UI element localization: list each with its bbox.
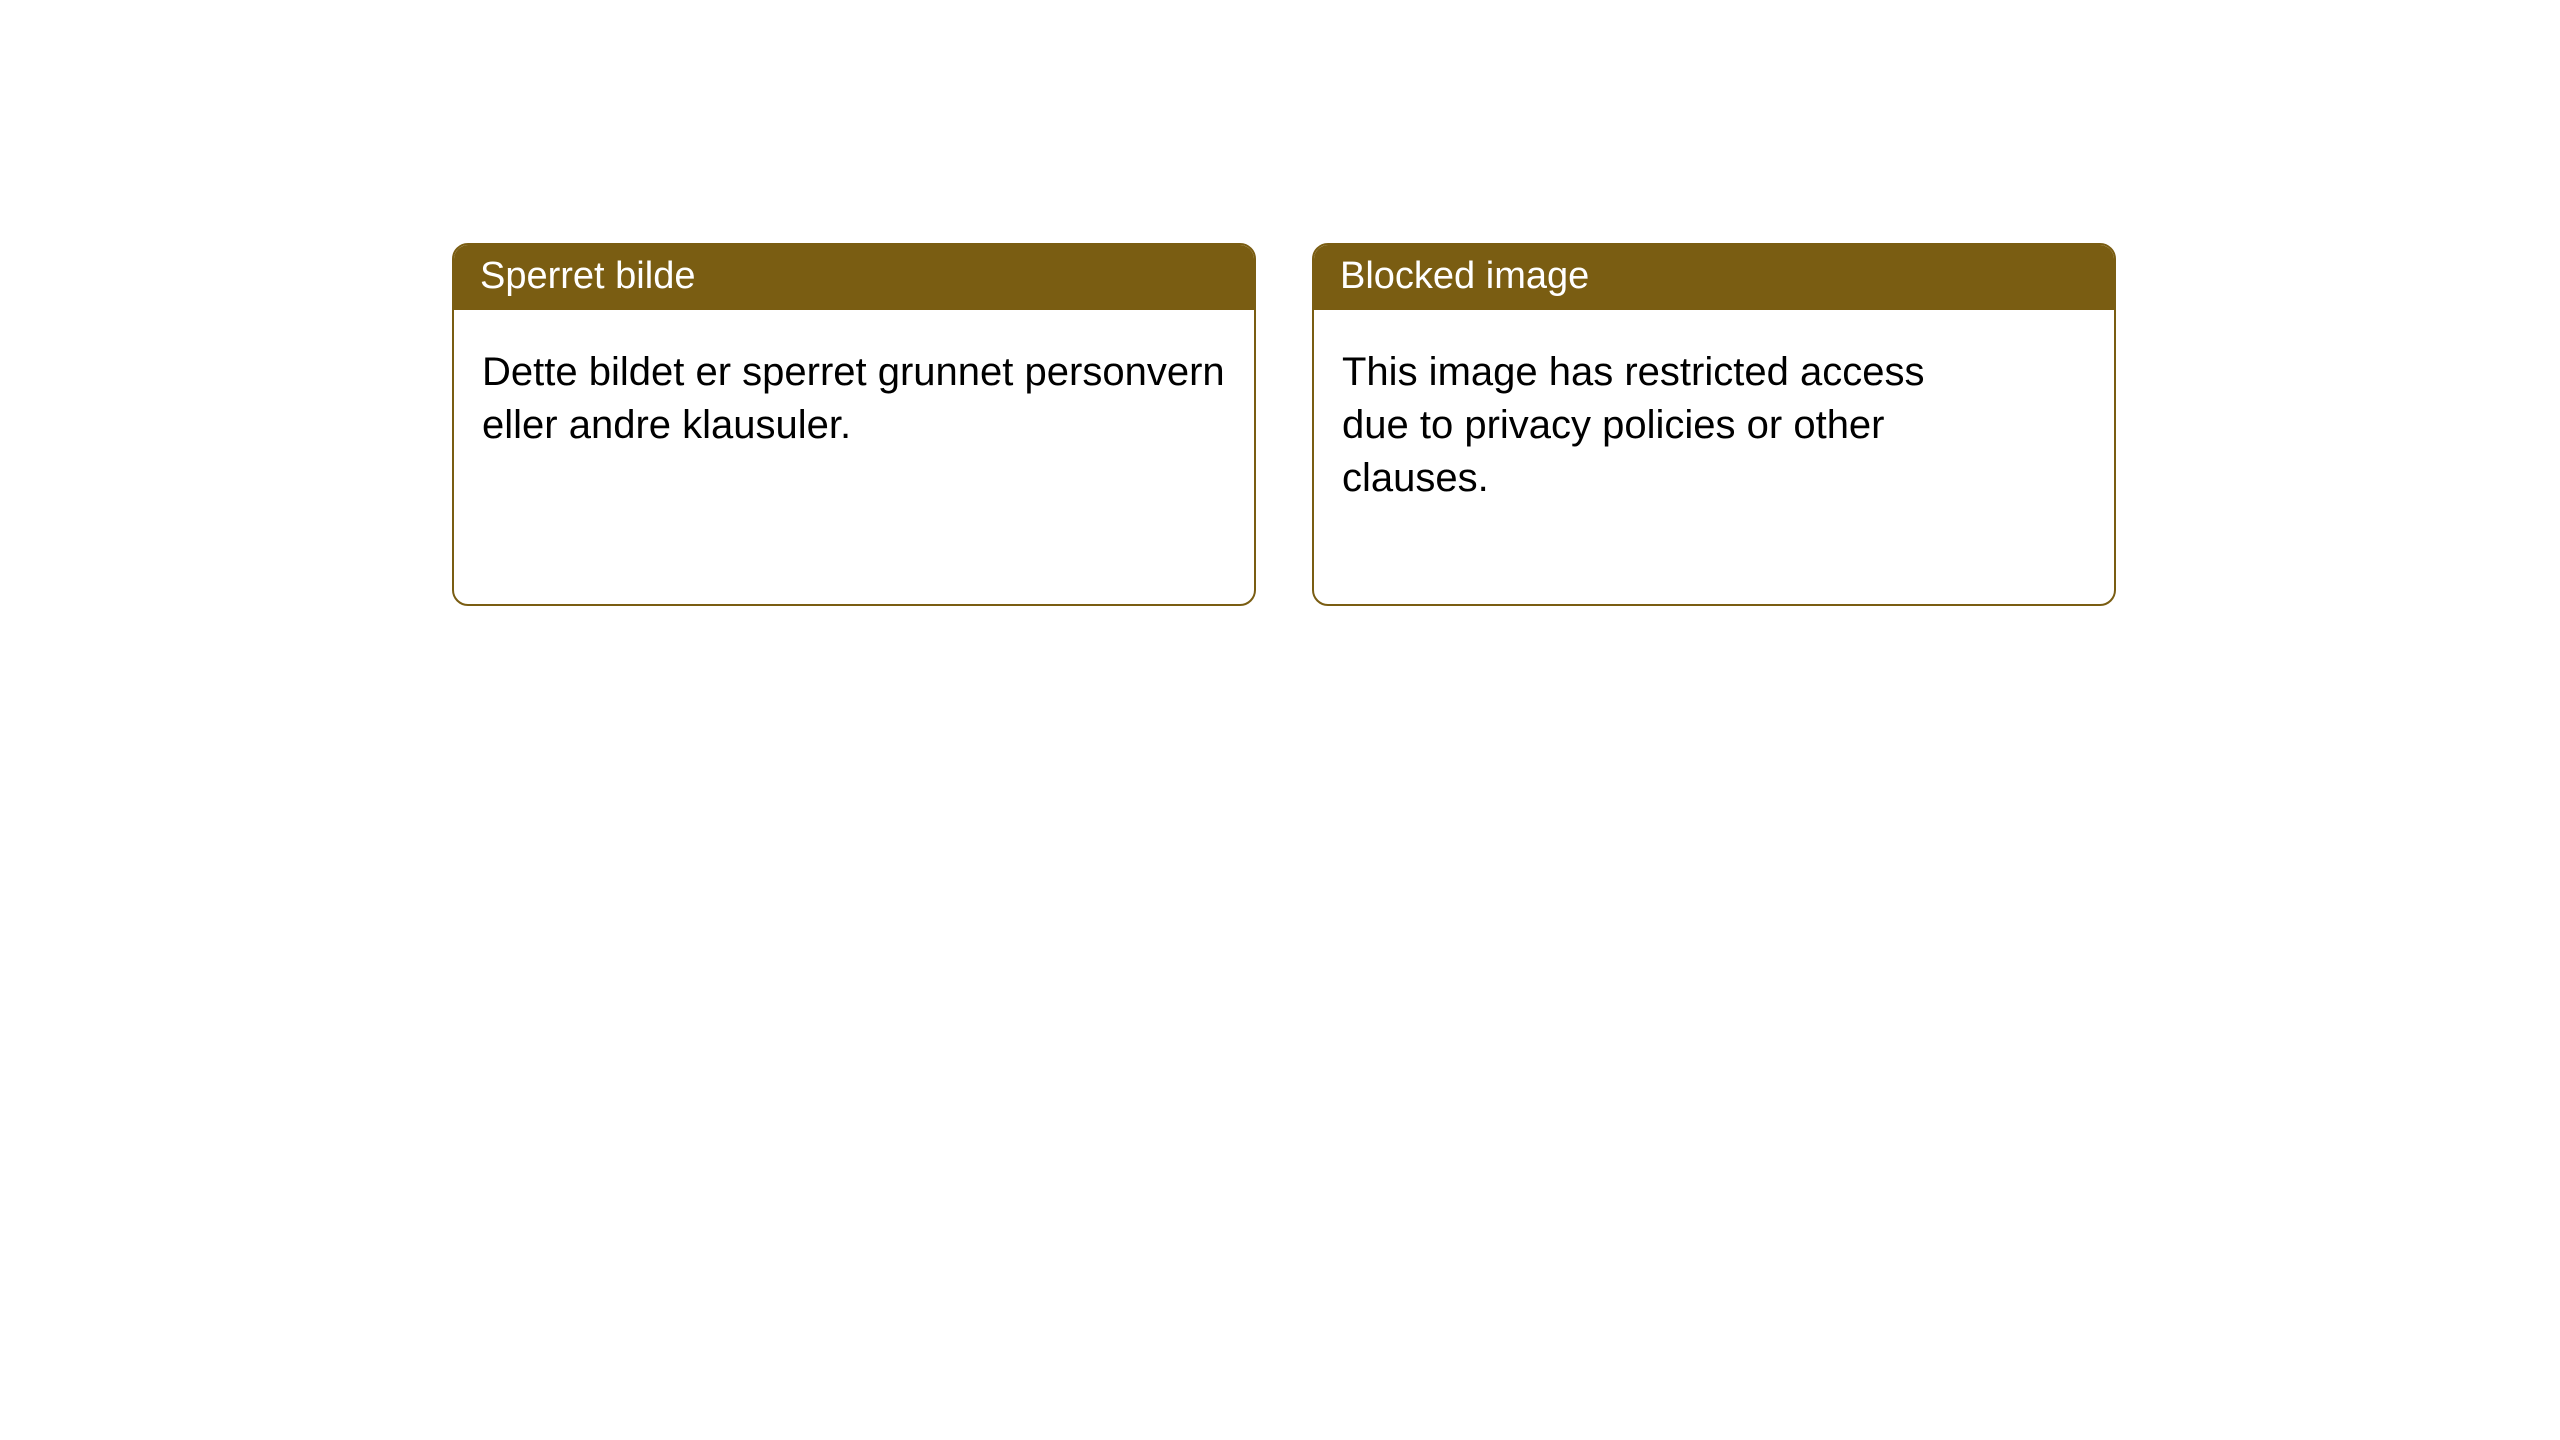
notice-container: Sperret bilde Dette bildet er sperret gr… [0, 0, 2560, 606]
notice-card-norwegian: Sperret bilde Dette bildet er sperret gr… [452, 243, 1256, 606]
notice-body-norwegian: Dette bildet er sperret grunnet personve… [454, 310, 1254, 552]
notice-card-english: Blocked image This image has restricted … [1312, 243, 2116, 606]
notice-body-english: This image has restricted access due to … [1314, 310, 2114, 604]
notice-title-english: Blocked image [1314, 245, 2114, 310]
notice-title-norwegian: Sperret bilde [454, 245, 1254, 310]
